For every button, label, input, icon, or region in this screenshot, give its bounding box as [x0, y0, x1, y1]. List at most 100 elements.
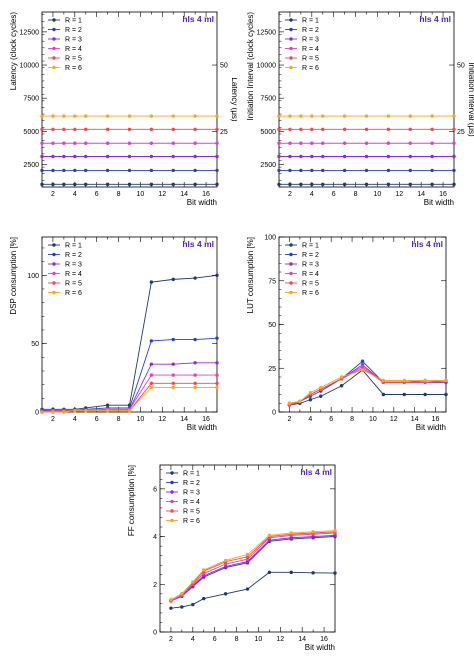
legend-marker-r6 [52, 65, 56, 70]
y-axis-label: Initiation Interval (clock cycles) [246, 12, 255, 121]
data-point-r3 [311, 534, 315, 539]
legend-label-r4: R = 4 [65, 46, 82, 53]
data-point-r3 [267, 538, 272, 542]
data-point-r5 [171, 127, 175, 132]
x-tick-label: 16 [432, 416, 440, 423]
legend-label-r3: R = 3 [183, 490, 200, 497]
dsp-consumption-chart: 2 4 6 8 10 12 14 16 0 50 100 Bit width DSP consumpti… [0, 225, 237, 440]
data-point-r5 [193, 127, 197, 132]
x-tick-label: 10 [137, 191, 145, 198]
lut-consumption-chart: 2 4 6 8 10 12 14 16 0 25 50 75 100 Bit width LUT consu… [237, 225, 474, 440]
data-point-r6 [277, 114, 281, 118]
data-point-r2 [452, 168, 456, 173]
y-tick-label: 5000 [260, 129, 276, 136]
x-axis-label: Bit width [416, 423, 446, 432]
series-line-r6 [170, 530, 336, 601]
x-tick-label: 16 [202, 191, 210, 198]
data-point-r1 [245, 587, 250, 591]
x-tick-label: 12 [158, 191, 166, 198]
data-point-r1 [62, 182, 66, 187]
legend-label-r6: R = 6 [183, 518, 200, 525]
data-point-r6 [40, 114, 44, 118]
data-point-r5 [408, 127, 412, 132]
data-point-r3 [171, 362, 175, 366]
legend-marker-r4 [289, 46, 293, 51]
data-point-r5 [149, 381, 154, 385]
data-point-r2 [386, 168, 391, 173]
data-point-r2 [215, 168, 219, 173]
data-point-r6 [321, 114, 325, 118]
data-point-r5 [277, 127, 281, 132]
data-point-r6 [171, 114, 175, 118]
data-point-r1 [452, 182, 456, 187]
data-point-r6 [342, 114, 347, 118]
legend-marker-r6 [289, 290, 293, 295]
data-point-r4 [149, 373, 154, 377]
x-tick-label: 14 [180, 416, 188, 423]
data-point-r6 [245, 552, 250, 557]
data-point-r1 [171, 182, 175, 187]
legend-label-r2: R = 2 [302, 252, 319, 259]
legend-label-r4: R = 4 [302, 271, 319, 278]
data-point-r4 [149, 141, 154, 145]
data-point-r4 [105, 141, 110, 145]
data-point-r5 [62, 127, 66, 132]
legend-label-r3: R = 3 [302, 37, 319, 44]
legend-marker-r2 [289, 252, 293, 257]
data-point-r6 [105, 408, 110, 413]
data-point-r2 [310, 168, 314, 173]
y-axis-label: Latency (clock cycles) [9, 12, 18, 91]
data-point-r4 [40, 141, 44, 145]
x-tick-label: 12 [158, 416, 166, 423]
y-tick-label: 4 [153, 534, 157, 541]
data-point-r3 [288, 154, 292, 159]
legend-marker-r5 [52, 281, 56, 285]
y-tick-label: 7500 [23, 96, 39, 103]
data-point-r4 [288, 141, 292, 145]
y2-tick-label: 50 [220, 63, 228, 70]
data-point-r5 [364, 127, 369, 132]
legend-marker-r6 [170, 518, 174, 523]
x-tick-label: 2 [169, 636, 173, 643]
legend-marker-r1 [170, 471, 174, 475]
legend-label-r1: R = 1 [302, 243, 319, 250]
data-point-r4 [171, 373, 175, 377]
data-point-r4 [223, 562, 228, 566]
data-point-r6 [105, 114, 110, 118]
data-point-r1 [308, 398, 313, 402]
legend-label-r3: R = 3 [302, 262, 319, 269]
data-point-r6 [40, 410, 44, 414]
data-point-r2 [215, 336, 219, 340]
series-line-r2 [170, 536, 336, 602]
data-point-r3 [105, 154, 110, 159]
data-point-r1 [215, 182, 219, 187]
data-point-r6 [298, 399, 302, 404]
data-point-r4 [62, 141, 66, 145]
data-point-r2 [321, 168, 325, 173]
series-line-r1 [170, 571, 336, 609]
y-axis-label: FF consumption [%] [127, 465, 136, 536]
figure-tag: hls 4 ml [419, 14, 451, 24]
data-point-r2 [62, 168, 66, 173]
x-tick-label: 12 [395, 191, 403, 198]
y-tick-label: 100 [27, 273, 39, 280]
data-point-r5 [127, 127, 132, 132]
data-point-r1 [191, 602, 195, 607]
initiation-interval-chart: 2 4 6 8 10 12 14 16 2500 5000 7500 10000 12500 25 50 In… [237, 0, 474, 215]
data-point-r1 [321, 182, 325, 187]
data-point-r6 [381, 378, 386, 383]
data-point-r3 [223, 564, 228, 569]
x-tick-label: 12 [276, 636, 284, 643]
data-point-r1 [169, 606, 173, 610]
data-point-r5 [310, 127, 314, 132]
legend-marker-r2 [289, 27, 293, 32]
data-point-r5 [193, 381, 197, 385]
x-axis-label: Bit width [187, 423, 217, 432]
legend-marker-r5 [289, 281, 293, 285]
data-point-r6 [73, 114, 77, 118]
data-point-r6 [149, 385, 154, 390]
x-axis-label: Bit width [424, 198, 454, 207]
data-point-r2 [193, 337, 197, 342]
data-point-r6 [51, 114, 55, 118]
data-point-r6 [430, 114, 434, 118]
